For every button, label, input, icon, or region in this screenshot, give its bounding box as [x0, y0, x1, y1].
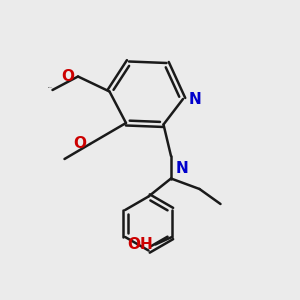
Text: N: N: [176, 161, 188, 176]
Text: O: O: [74, 136, 86, 152]
Text: O: O: [61, 69, 74, 84]
Text: N: N: [188, 92, 201, 106]
Text: methyl: methyl: [48, 87, 52, 88]
Text: OH: OH: [127, 237, 153, 252]
